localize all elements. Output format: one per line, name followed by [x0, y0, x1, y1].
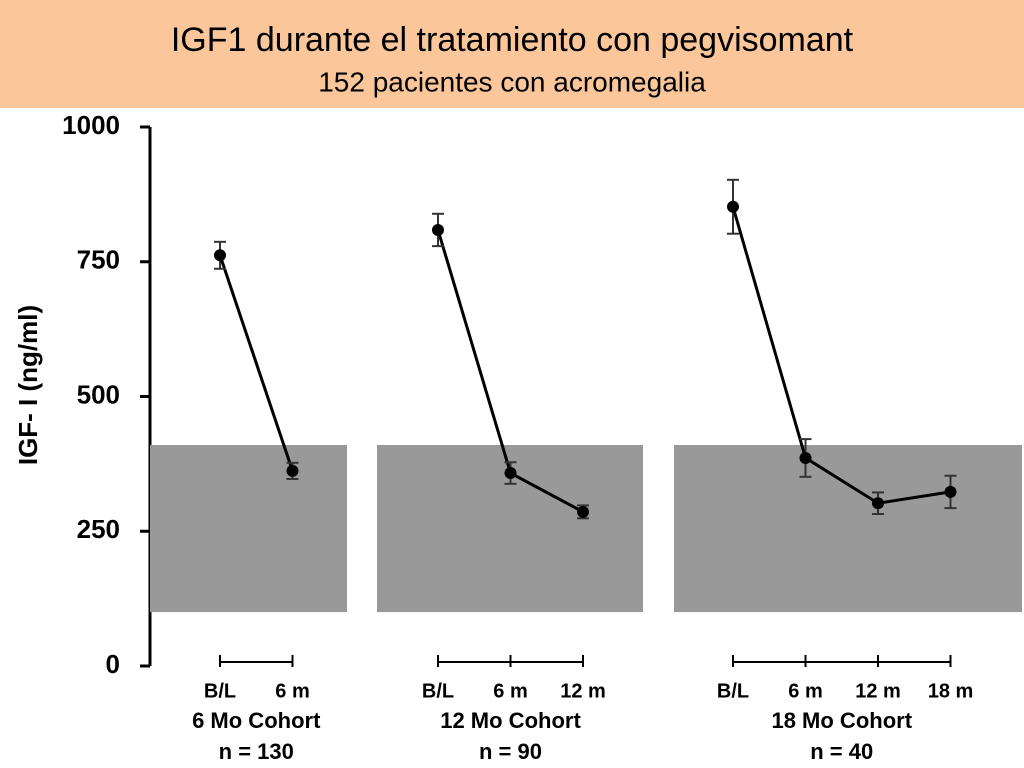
cohort-label: 18 Mo Cohort [771, 708, 912, 733]
x-tick-label: 6 m [788, 680, 822, 702]
data-point [799, 451, 812, 464]
data-point [286, 464, 299, 477]
series-line [731, 206, 951, 505]
chart-title: IGF1 durante el tratamiento con pegvisom… [171, 21, 854, 59]
data-point [944, 485, 957, 498]
header-band [0, 0, 1024, 108]
x-tick-label: 6 m [275, 680, 309, 702]
cohort-n: n = 40 [810, 739, 873, 764]
data-point [214, 249, 226, 262]
y-axis-label: IGF- I (ng/ml) [13, 305, 43, 465]
cohort-n: n = 90 [479, 739, 542, 764]
cohort-label: 12 Mo Cohort [440, 708, 581, 733]
y-tick-label: 0 [106, 649, 120, 679]
normal-range-band [150, 445, 347, 613]
x-tick-label: B/L [717, 680, 749, 702]
data-point [872, 497, 884, 510]
y-tick-label: 750 [77, 245, 120, 275]
x-tick-label: 12 m [855, 680, 901, 702]
y-tick-label: 500 [77, 379, 120, 409]
data-point [727, 200, 739, 213]
x-tick-label: B/L [422, 680, 454, 702]
normal-range-band [674, 445, 1022, 613]
x-tick-label: 6 m [493, 680, 527, 702]
data-point [504, 467, 517, 480]
x-tick-label: 18 m [928, 680, 974, 702]
y-tick-label: 250 [77, 514, 120, 544]
x-tick-label: B/L [204, 680, 236, 702]
chart-subtitle: 152 pacientes con acromegalia [318, 66, 706, 97]
x-tick-label: 12 m [560, 680, 606, 702]
cohort-n: n = 130 [219, 739, 294, 764]
data-point [432, 223, 444, 236]
data-point [577, 505, 589, 518]
y-tick-label: 1000 [62, 110, 120, 140]
cohort-label: 6 Mo Cohort [192, 708, 321, 733]
series-line [218, 254, 294, 472]
